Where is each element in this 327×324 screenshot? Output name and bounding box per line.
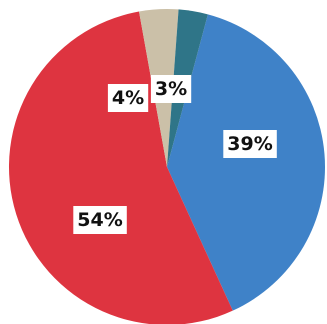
slice-label-background (107, 84, 149, 112)
pie-slices (9, 8, 326, 324)
slice-label-text: 39% (227, 133, 272, 155)
slice-label-text: 4% (112, 87, 144, 109)
slice-label-background (73, 206, 127, 234)
pie-slice (167, 14, 326, 311)
slice-label: 54% (73, 206, 127, 234)
slice-label-text: 54% (77, 209, 122, 231)
pie-slice (9, 11, 233, 324)
slice-label: 4% (107, 84, 149, 112)
slice-label-background (223, 130, 277, 158)
slice-labels: 39% 54% 4% 3% (73, 75, 277, 234)
slice-label-background (150, 75, 192, 103)
slice-label-text: 3% (155, 78, 187, 100)
slice-label: 3% (150, 75, 192, 103)
slice-label: 39% (223, 130, 277, 158)
